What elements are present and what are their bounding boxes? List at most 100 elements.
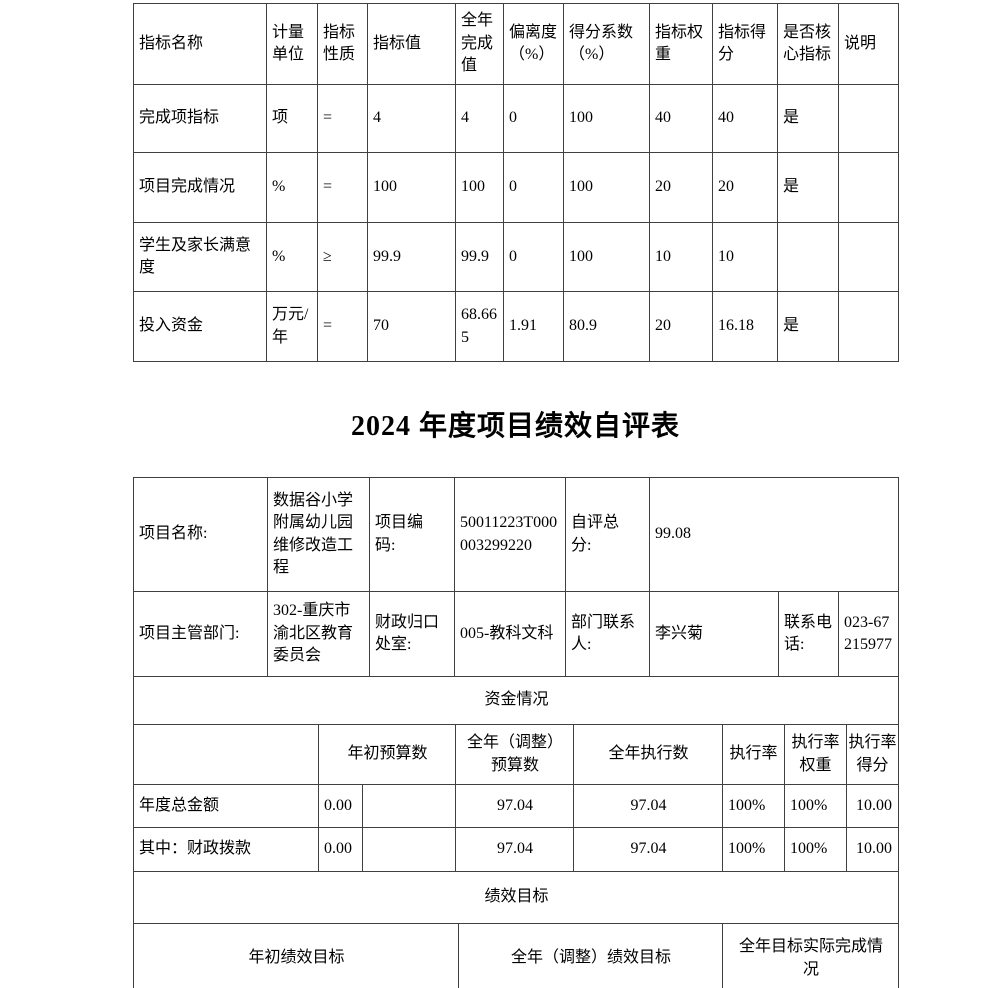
- indicator-cell: 4: [367, 84, 456, 153]
- self-score-value: 99.08: [649, 477, 899, 592]
- project-name-label: 项目名称:: [133, 477, 268, 592]
- phone-label: 联系电话:: [778, 591, 839, 677]
- indicator-header-row: 指标名称 计量单位 指标性质 指标值 全年完成值 偏离度（%） 得分系数（%） …: [133, 3, 899, 85]
- indicator-table: 指标名称 计量单位 指标性质 指标值 全年完成值 偏离度（%） 得分系数（%） …: [133, 3, 899, 362]
- funding-header-cell: 全年执行数: [573, 724, 724, 785]
- funding-cell: 0.00: [318, 827, 363, 872]
- performance-title-table: 绩效目标: [133, 871, 899, 924]
- project-dept-row: 项目主管部门: 302-重庆市渝北区教育委员会 财政归口处室: 005-教科文科…: [133, 591, 899, 677]
- funding-cell: 0.00: [318, 784, 363, 828]
- indicator-cell: 16.18: [712, 291, 778, 362]
- funding-row-label: 其中：财政拨款: [133, 827, 319, 872]
- indicator-header-cell: 指标名称: [133, 3, 267, 85]
- project-info-table: 项目名称: 数据谷小学附属幼儿园维修改造工程 项目编码: 50011223T00…: [133, 477, 899, 592]
- indicator-cell: ≥: [317, 222, 368, 292]
- indicator-cell: 100: [563, 222, 650, 292]
- indicator-cell: 68.665: [455, 291, 504, 362]
- funding-row: 年度总金额 0.00 97.04 97.04 100% 100% 10.00: [133, 784, 900, 828]
- funding-title-table: 资金情况: [133, 676, 899, 725]
- funding-cell: 97.04: [455, 784, 575, 828]
- project-name-row: 项目名称: 数据谷小学附属幼儿园维修改造工程 项目编码: 50011223T00…: [133, 477, 899, 592]
- indicator-header-cell: 得分系数（%）: [563, 3, 650, 85]
- indicator-row: 项目完成情况 % = 100 100 0 100 20 20 是: [133, 152, 899, 223]
- funding-table: 年初预算数 全年（调整）预算数 全年执行数 执行率 执行率权重 执行率得分 年度…: [133, 724, 900, 872]
- performance-header-cell: 全年目标实际完成情况: [722, 923, 899, 988]
- indicator-header-cell: 指标权重: [649, 3, 713, 85]
- indicator-cell: 1.91: [503, 291, 564, 362]
- funding-row-label: 年度总金额: [133, 784, 319, 828]
- indicator-row: 完成项指标 项 = 4 4 0 100 40 40 是: [133, 84, 899, 153]
- funding-cell: 100%: [784, 827, 848, 872]
- performance-goals-table: 年初绩效目标 全年（调整）绩效目标 全年目标实际完成情况: [133, 923, 899, 988]
- indicator-cell: 20: [649, 291, 713, 362]
- performance-header-cell: 年初绩效目标: [133, 923, 459, 988]
- funding-header-row: 年初预算数 全年（调整）预算数 全年执行数 执行率 执行率权重 执行率得分: [133, 724, 900, 785]
- performance-section-title: 绩效目标: [133, 871, 899, 924]
- funding-header-cell: 执行率权重: [784, 724, 848, 785]
- funding-cell: 100%: [722, 827, 786, 872]
- funding-header-cell: 年初预算数: [317, 724, 457, 785]
- indicator-cell: 99.9: [367, 222, 456, 292]
- indicator-header-cell: 偏离度（%）: [503, 3, 564, 85]
- indicator-cell: 20: [649, 152, 713, 223]
- indicator-cell: 70: [367, 291, 456, 362]
- performance-header-cell: 全年（调整）绩效目标: [458, 923, 723, 988]
- indicator-cell: 10: [649, 222, 713, 292]
- indicator-row: 投入资金 万元/年 = 70 68.665 1.91 80.9 20 16.18…: [133, 291, 899, 362]
- indicator-cell: 0: [503, 84, 564, 153]
- indicator-header-cell: 说明: [838, 3, 899, 85]
- funding-cell: 10.00: [846, 784, 900, 828]
- project-code-value: 50011223T000003299220: [454, 477, 566, 592]
- performance-header-text: 全年目标实际完成情况: [738, 938, 883, 978]
- finance-office-label: 财政归口处室:: [369, 591, 455, 677]
- performance-title-row: 绩效目标: [133, 871, 899, 924]
- indicator-cell: [838, 291, 899, 362]
- indicator-cell: 项目完成情况: [133, 152, 267, 223]
- funding-header-cell: 全年（调整）预算数: [455, 724, 575, 785]
- indicator-cell: 99.9: [455, 222, 504, 292]
- project-dept-table: 项目主管部门: 302-重庆市渝北区教育委员会 财政归口处室: 005-教科文科…: [133, 591, 899, 677]
- funding-header-cell: 执行率: [722, 724, 786, 785]
- indicator-cell: [838, 222, 899, 292]
- funding-cell: [361, 827, 457, 872]
- contact-label: 部门联系人:: [565, 591, 650, 677]
- indicator-header-cell: 指标得分: [712, 3, 778, 85]
- finance-office-value: 005-教科文科: [454, 591, 566, 677]
- indicator-cell: [777, 222, 839, 292]
- indicator-cell: %: [266, 222, 318, 292]
- page-title: 2024 年度项目绩效自评表: [350, 411, 680, 442]
- phone-value: 023-67215977: [838, 591, 899, 677]
- indicator-header-cell: 指标值: [367, 3, 456, 85]
- dept-label: 项目主管部门:: [133, 591, 268, 677]
- indicator-cell: =: [317, 84, 368, 153]
- funding-row: 其中：财政拨款 0.00 97.04 97.04 100% 100% 10.00: [133, 827, 900, 872]
- funding-header-cell: [133, 724, 319, 785]
- indicator-cell: 是: [777, 291, 839, 362]
- indicator-header-cell: 是否核心指标: [777, 3, 839, 85]
- indicator-cell: =: [317, 152, 368, 223]
- indicator-cell: 0: [503, 222, 564, 292]
- indicator-header-cell: 计量单位: [266, 3, 318, 85]
- indicator-cell: [838, 84, 899, 153]
- indicator-cell: 学生及家长满意度: [133, 222, 267, 292]
- indicator-cell: 万元/年: [266, 291, 318, 362]
- indicator-row: 学生及家长满意度 % ≥ 99.9 99.9 0 100 10 10: [133, 222, 899, 292]
- funding-cell: 97.04: [573, 784, 724, 828]
- project-name-value: 数据谷小学附属幼儿园维修改造工程: [267, 477, 370, 592]
- funding-title-row: 资金情况: [133, 676, 899, 725]
- funding-cell: 97.04: [573, 827, 724, 872]
- indicator-header-cell: 全年完成值: [455, 3, 504, 85]
- self-score-label: 自评总分:: [565, 477, 650, 592]
- funding-section-title: 资金情况: [133, 676, 899, 725]
- funding-cell: [361, 784, 457, 828]
- indicator-cell: =: [317, 291, 368, 362]
- indicator-cell: 是: [777, 84, 839, 153]
- indicator-cell: 投入资金: [133, 291, 267, 362]
- indicator-cell: [838, 152, 899, 223]
- indicator-cell: 100: [455, 152, 504, 223]
- indicator-cell: 完成项指标: [133, 84, 267, 153]
- indicator-cell: 40: [649, 84, 713, 153]
- indicator-header-cell: 指标性质: [317, 3, 368, 85]
- indicator-cell: %: [266, 152, 318, 223]
